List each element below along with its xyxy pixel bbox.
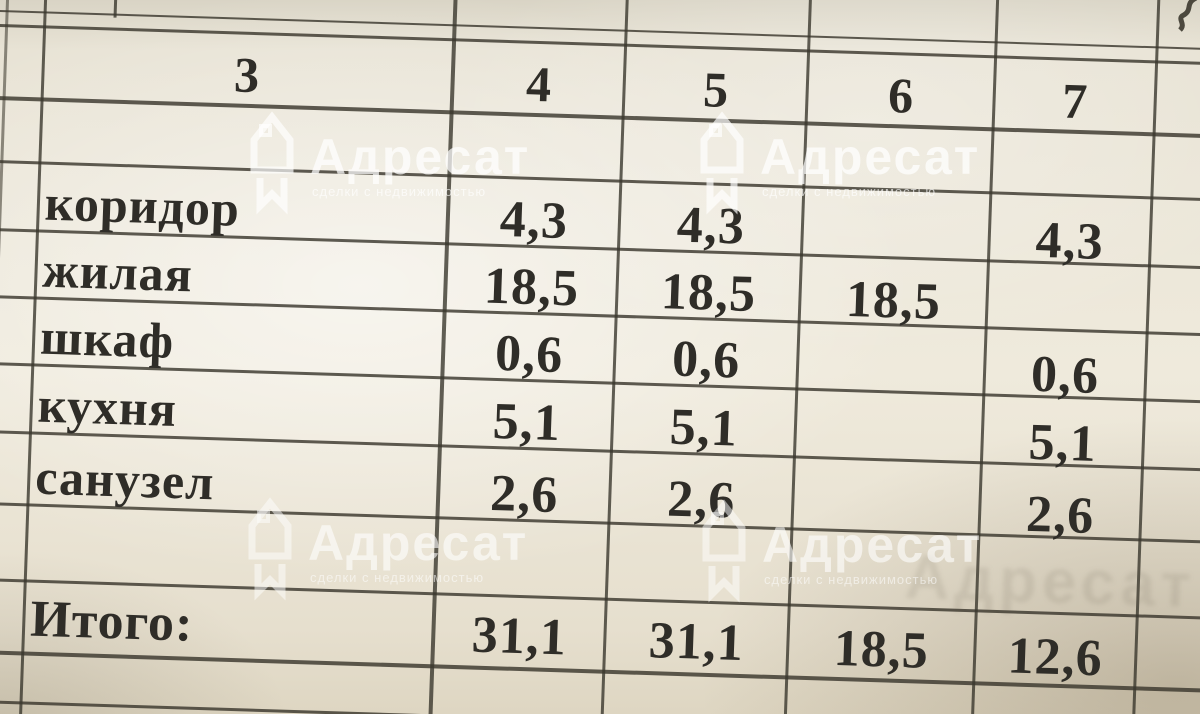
area-cell: 2,6	[666, 470, 737, 530]
column-header-4: 4	[525, 55, 553, 113]
area-cell: 0,6	[671, 330, 742, 390]
area-cell: 18,5	[844, 270, 942, 331]
total-label: Итого:	[29, 590, 195, 653]
room-label: санузел	[34, 448, 216, 511]
room-label: кухня	[36, 376, 178, 438]
room-label: жилая	[41, 241, 194, 303]
area-cell: 5,1	[1027, 413, 1098, 473]
area-cell	[800, 333, 984, 339]
total-cell: 31,1	[470, 606, 568, 667]
room-label: коридор	[44, 174, 241, 237]
area-cell: 2,6	[1025, 485, 1096, 545]
cropped-ink-artifact	[1178, 0, 1198, 32]
column-header-7: 7	[1061, 72, 1089, 130]
area-cell	[798, 401, 982, 407]
area-cell	[990, 272, 1148, 277]
area-cell: 4,3	[498, 190, 569, 251]
area-cell: 5,1	[668, 398, 739, 458]
column-header-5: 5	[702, 61, 730, 118]
area-cell: 4,3	[675, 196, 746, 256]
faint-watermark-artifact: Адресат	[903, 542, 1197, 622]
area-cell: 4,3	[1034, 211, 1105, 271]
area-cell	[805, 199, 989, 205]
total-cell: 31,1	[647, 612, 745, 673]
total-cell: 12,6	[1006, 627, 1104, 688]
area-cell: 2,6	[489, 464, 560, 525]
column-header-6: 6	[887, 66, 915, 124]
total-cell: 18,5	[832, 619, 930, 680]
area-cell: 18,5	[483, 257, 581, 318]
area-cell	[795, 473, 979, 479]
grid-vline	[0, 0, 11, 714]
area-cell: 0,6	[494, 324, 565, 385]
area-cell: 5,1	[491, 392, 562, 453]
room-label: шкаф	[39, 308, 176, 369]
area-cell: 18,5	[660, 263, 758, 324]
area-cell: 0,6	[1030, 345, 1101, 405]
